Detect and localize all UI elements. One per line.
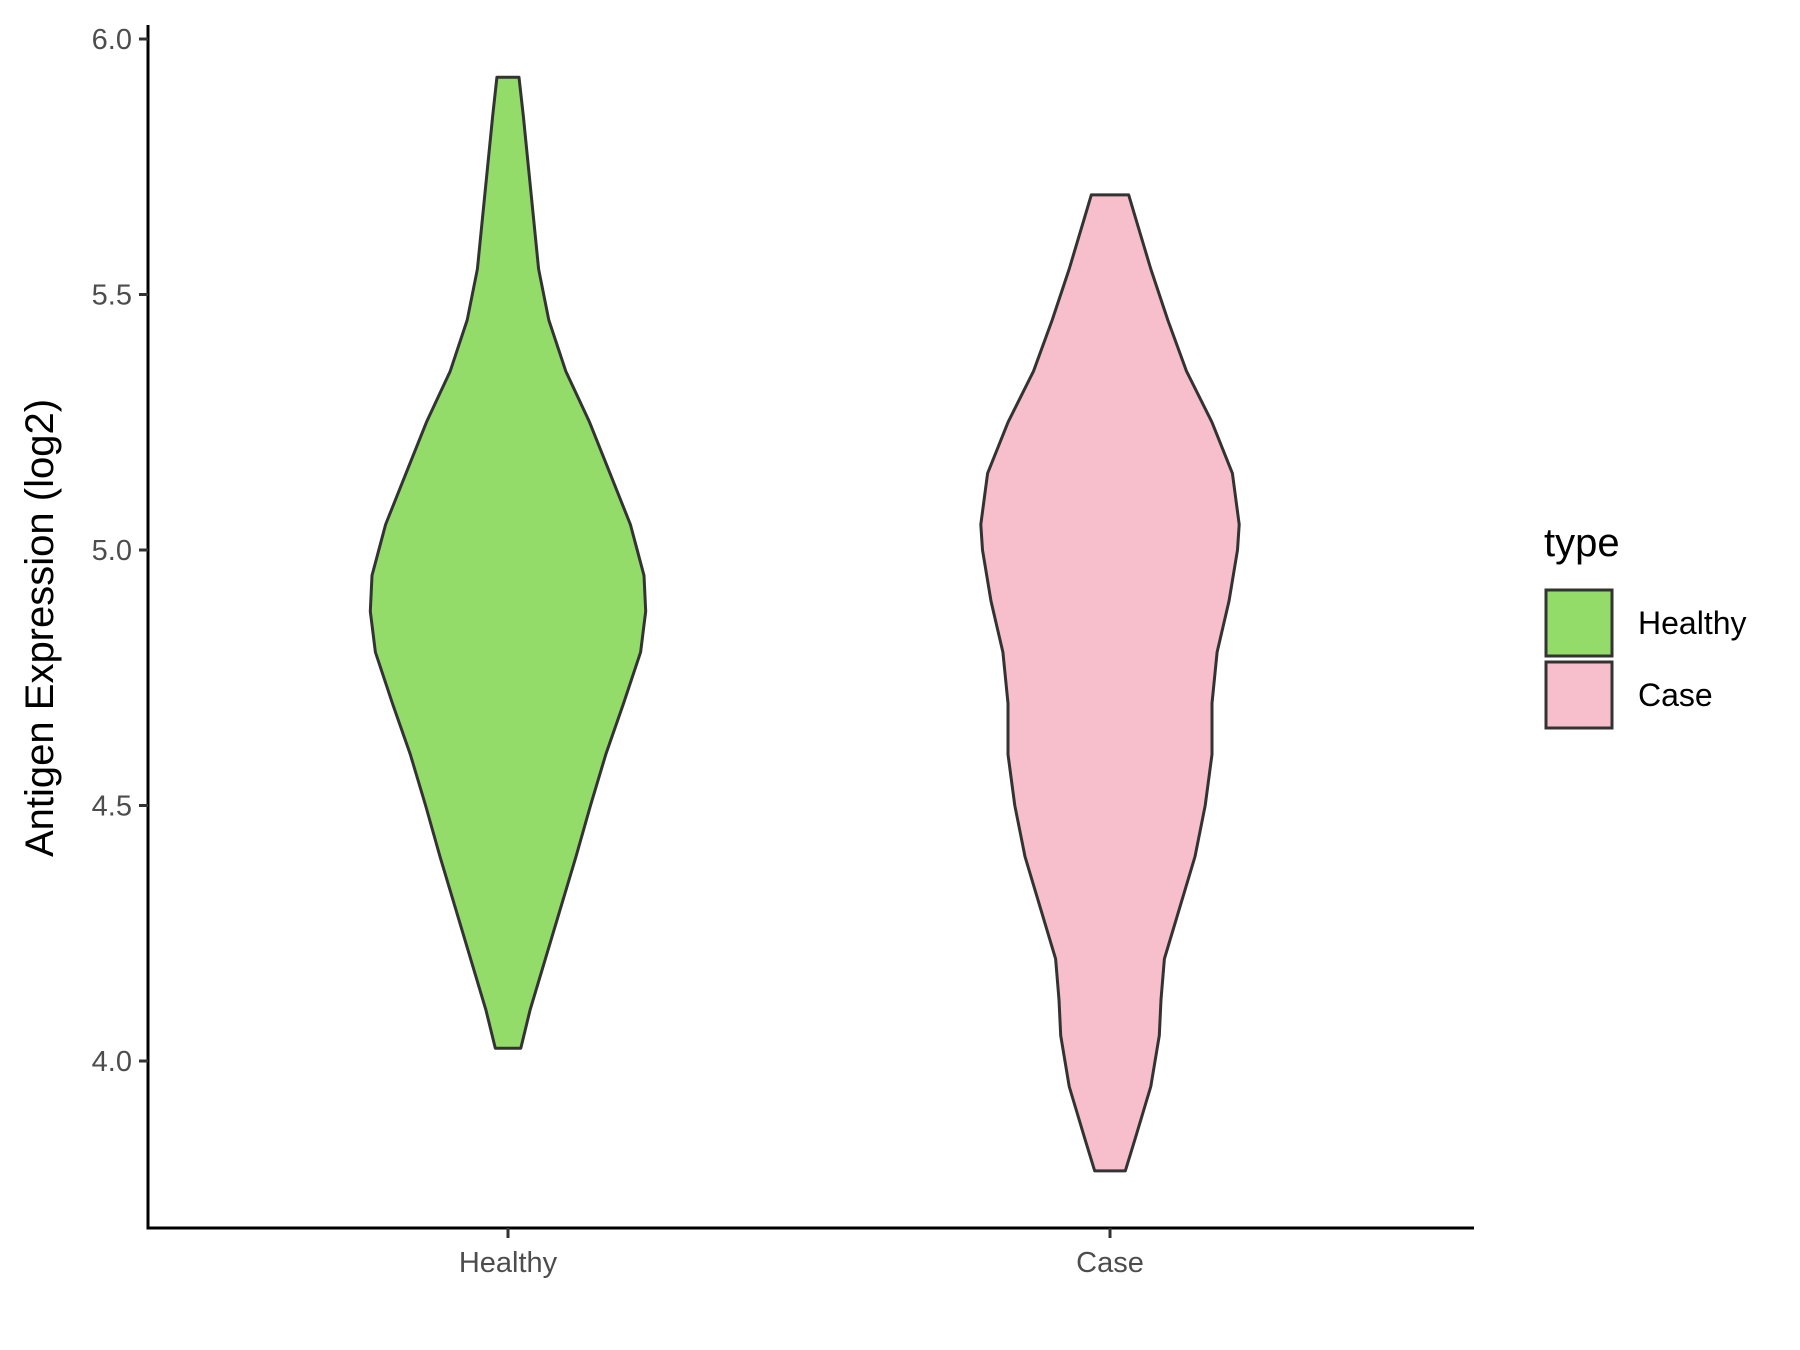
violin-healthy — [368, 75, 648, 1050]
y-tick-label: 5.0 — [92, 535, 132, 567]
x-tick-label: Healthy — [459, 1247, 558, 1279]
legend-key-case — [1544, 660, 1614, 730]
legend-key-healthy — [1544, 588, 1614, 658]
legend-entries: Healthy Case — [1544, 588, 1747, 730]
legend-title: type — [1544, 521, 1620, 565]
legend: type Healthy Case — [1544, 521, 1747, 730]
legend-label-healthy: Healthy — [1638, 605, 1747, 641]
x-axis-ticks: Healthy Case — [459, 1228, 1144, 1279]
y-axis-ticks: 4.0 4.5 5.0 5.5 6.0 — [92, 24, 148, 1078]
y-tick-label: 4.5 — [92, 791, 132, 823]
violins-layer — [368, 75, 1241, 1173]
legend-label-case: Case — [1638, 677, 1713, 713]
x-tick-label: Case — [1076, 1247, 1144, 1279]
y-tick-label: 5.5 — [92, 280, 132, 312]
y-tick-label: 4.0 — [92, 1046, 132, 1078]
y-axis-title: Antigen Expression (log2) — [18, 399, 62, 857]
y-tick-label: 6.0 — [92, 24, 132, 56]
violin-case — [979, 193, 1241, 1173]
